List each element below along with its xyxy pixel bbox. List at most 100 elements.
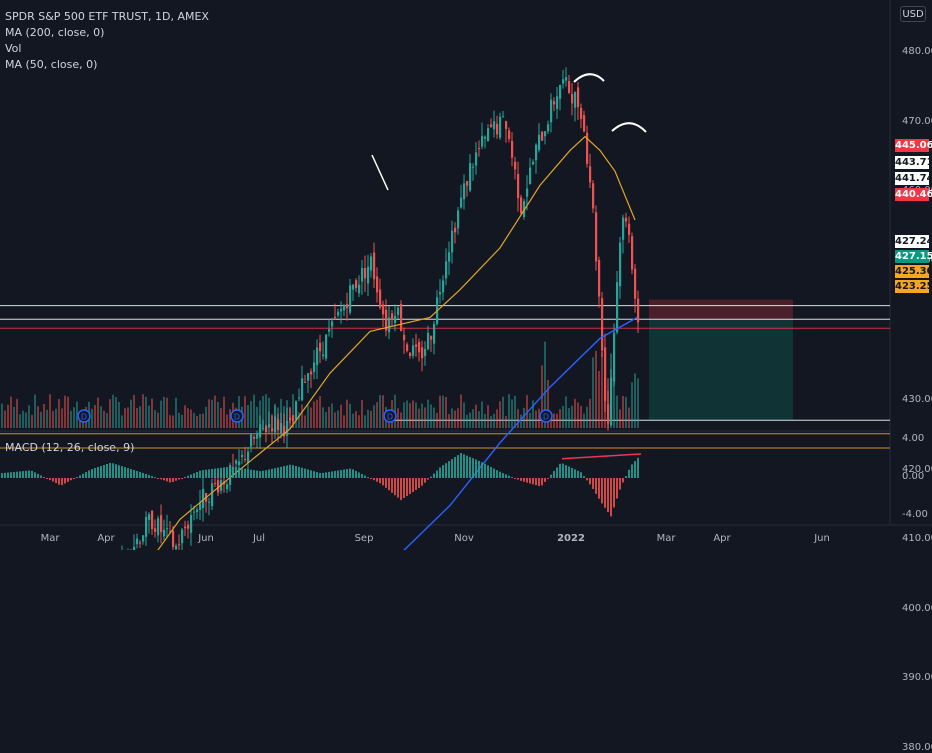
macd-bar bbox=[22, 471, 24, 478]
candle-body bbox=[163, 529, 166, 537]
candle-body bbox=[598, 260, 601, 297]
macd-bar bbox=[61, 478, 63, 486]
macd-bar bbox=[46, 478, 48, 479]
last-price-tag[interactable]: 445.06 bbox=[895, 138, 932, 152]
volume-bar bbox=[196, 415, 198, 428]
volume-bar bbox=[625, 396, 627, 428]
candle-body bbox=[451, 230, 454, 253]
volume-bar bbox=[352, 413, 354, 428]
macd-bar bbox=[514, 478, 516, 479]
price-tick-label: 390.00 bbox=[902, 672, 932, 684]
macd-bar bbox=[508, 475, 510, 478]
candle-body bbox=[601, 298, 604, 351]
volume-bar bbox=[259, 400, 261, 428]
ma-value-tag[interactable]: 427.15 bbox=[895, 249, 932, 263]
volume-bar bbox=[490, 415, 492, 428]
candle-body bbox=[463, 183, 466, 200]
volume-bar bbox=[265, 394, 267, 428]
macd-bar bbox=[298, 466, 300, 478]
candle-body bbox=[148, 514, 151, 520]
level-tag-423.25[interactable]: 423.25 bbox=[895, 279, 932, 293]
candle-body bbox=[343, 304, 346, 311]
volume-bar bbox=[52, 410, 54, 428]
volume-bar bbox=[589, 398, 591, 428]
volume-bar bbox=[370, 410, 372, 428]
dividend-marker bbox=[230, 409, 244, 423]
candle-body bbox=[253, 436, 256, 439]
ma50-line bbox=[157, 135, 636, 550]
candle-body bbox=[487, 128, 490, 141]
macd-bar bbox=[19, 471, 21, 478]
volume-bar bbox=[403, 402, 405, 428]
volume-bar bbox=[367, 409, 369, 428]
volume-bar bbox=[112, 394, 114, 428]
volume-bar bbox=[544, 341, 546, 428]
legend-macd[interactable]: MACD (12, 26, close, 9) bbox=[5, 441, 135, 454]
candle-body bbox=[556, 96, 559, 109]
level-tag-425.30[interactable]: 425.30 bbox=[895, 264, 932, 278]
volume-bar bbox=[634, 373, 636, 428]
macd-bar bbox=[226, 466, 228, 478]
volume-bar bbox=[205, 406, 207, 428]
volume-bar bbox=[100, 406, 102, 428]
volume-bar bbox=[340, 404, 342, 428]
candle-body bbox=[304, 381, 307, 383]
volume-bar bbox=[331, 403, 333, 428]
legend-ma200[interactable]: MA (200, close, 0) bbox=[5, 26, 105, 39]
candle-body bbox=[583, 115, 586, 132]
candle-body bbox=[370, 256, 373, 271]
level-tag-441.74[interactable]: 441.74 bbox=[895, 171, 932, 185]
volume-bar bbox=[67, 396, 69, 428]
macd-bar bbox=[352, 469, 354, 478]
level-tag-427.24[interactable]: 427.24 bbox=[895, 234, 932, 248]
macd-bar bbox=[361, 474, 363, 478]
volume-bar bbox=[487, 405, 489, 428]
volume-bar bbox=[31, 414, 33, 428]
macd-bar bbox=[280, 466, 282, 478]
candle-body bbox=[619, 242, 622, 287]
volume-bar bbox=[613, 350, 615, 428]
candle-body bbox=[310, 371, 313, 375]
legend-ma50[interactable]: MA (50, close, 0) bbox=[5, 58, 98, 71]
candle-body bbox=[547, 124, 550, 132]
volume-bar bbox=[349, 403, 351, 428]
macd-bar bbox=[484, 463, 486, 478]
volume-bar bbox=[586, 406, 588, 428]
candle-body bbox=[478, 148, 481, 150]
macd-bar bbox=[271, 468, 273, 478]
macd-bar bbox=[583, 476, 585, 478]
macd-bar bbox=[601, 478, 603, 504]
volume-bar bbox=[301, 404, 303, 428]
macd-bar bbox=[469, 456, 471, 478]
volume-bar bbox=[313, 401, 315, 428]
symbol-title[interactable]: SPDR S&P 500 ETF TRUST, 1D, AMEX bbox=[5, 10, 209, 23]
macd-bar bbox=[607, 478, 609, 513]
macd-bar bbox=[154, 477, 156, 479]
candle-body bbox=[469, 163, 472, 191]
level-tag-443.71[interactable]: 443.71 bbox=[895, 155, 932, 169]
macd-bar bbox=[91, 469, 93, 478]
volume-bar bbox=[250, 401, 252, 428]
macd-bar bbox=[388, 478, 390, 491]
volume-bar bbox=[583, 413, 585, 428]
currency-button[interactable]: USD bbox=[900, 6, 926, 22]
macd-bar bbox=[94, 468, 96, 478]
macd-bar bbox=[481, 462, 483, 478]
macd-bar bbox=[415, 478, 417, 490]
macd-bar bbox=[310, 470, 312, 478]
volume-bar bbox=[133, 394, 135, 428]
candle-body bbox=[454, 227, 457, 233]
volume-bar bbox=[334, 412, 336, 428]
candle-body bbox=[604, 347, 607, 401]
volume-bar bbox=[481, 401, 483, 428]
macd-bar bbox=[247, 469, 249, 478]
macd-bar bbox=[211, 468, 213, 478]
candle-body bbox=[196, 509, 199, 513]
level-tag-440.46[interactable]: 440.46 bbox=[895, 187, 932, 201]
macd-bar bbox=[418, 478, 420, 488]
candle-body bbox=[367, 266, 370, 284]
legend-vol[interactable]: Vol bbox=[5, 42, 22, 55]
dividend-label: D bbox=[234, 413, 240, 422]
macd-bar bbox=[160, 478, 162, 480]
